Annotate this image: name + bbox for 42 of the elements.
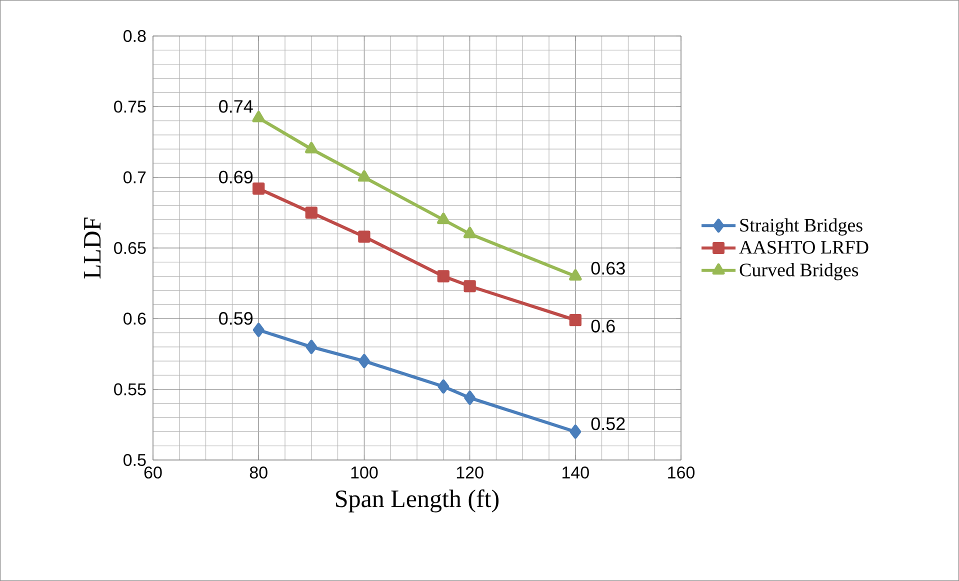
legend-label: AASHTO LRFD (739, 240, 868, 254)
point (570, 424, 582, 439)
data-label: 0.6 (591, 320, 615, 332)
point (306, 340, 318, 354)
data-label: 0.69 (219, 170, 253, 184)
x-tick-label: 60 (144, 466, 162, 479)
point (358, 170, 371, 182)
legend-label: Curved Bridges (740, 263, 858, 280)
point (358, 354, 370, 368)
y-tick-label: 0.5 (124, 454, 146, 466)
point (437, 212, 450, 224)
point (305, 142, 318, 154)
point (464, 390, 476, 405)
point (569, 269, 582, 281)
x-tick-label: 120 (456, 466, 484, 479)
point (305, 206, 318, 219)
y-axis-title: LLDF (84, 218, 101, 279)
data-label: 0.74 (219, 100, 253, 113)
y-tick-label: 0.8 (124, 30, 146, 42)
data-label: 0.52 (591, 417, 625, 430)
point (463, 226, 476, 238)
y-tick-label: 0.6 (124, 312, 146, 325)
point (437, 270, 450, 282)
point (358, 230, 370, 243)
point (252, 110, 265, 122)
y-tick-label: 0.55 (114, 383, 146, 396)
x-tick-label: 80 (250, 466, 268, 479)
point (252, 182, 265, 195)
y-tick-label: 0.75 (114, 100, 146, 113)
point (438, 379, 450, 394)
data-label: 0.63 (591, 262, 625, 275)
x-axis-title: Span Length (ft) (336, 489, 499, 512)
point (569, 314, 582, 326)
point (252, 322, 264, 338)
x-tick-label: 100 (351, 466, 378, 479)
y-tick-label: 0.7 (124, 171, 146, 184)
x-tick-label: 140 (562, 466, 589, 479)
data-label: 0.59 (219, 312, 253, 325)
legend-label: Straight Bridges (740, 218, 862, 236)
y-tick-label: 0.65 (114, 242, 146, 254)
x-tick-label: 160 (668, 466, 695, 479)
point (464, 280, 476, 292)
